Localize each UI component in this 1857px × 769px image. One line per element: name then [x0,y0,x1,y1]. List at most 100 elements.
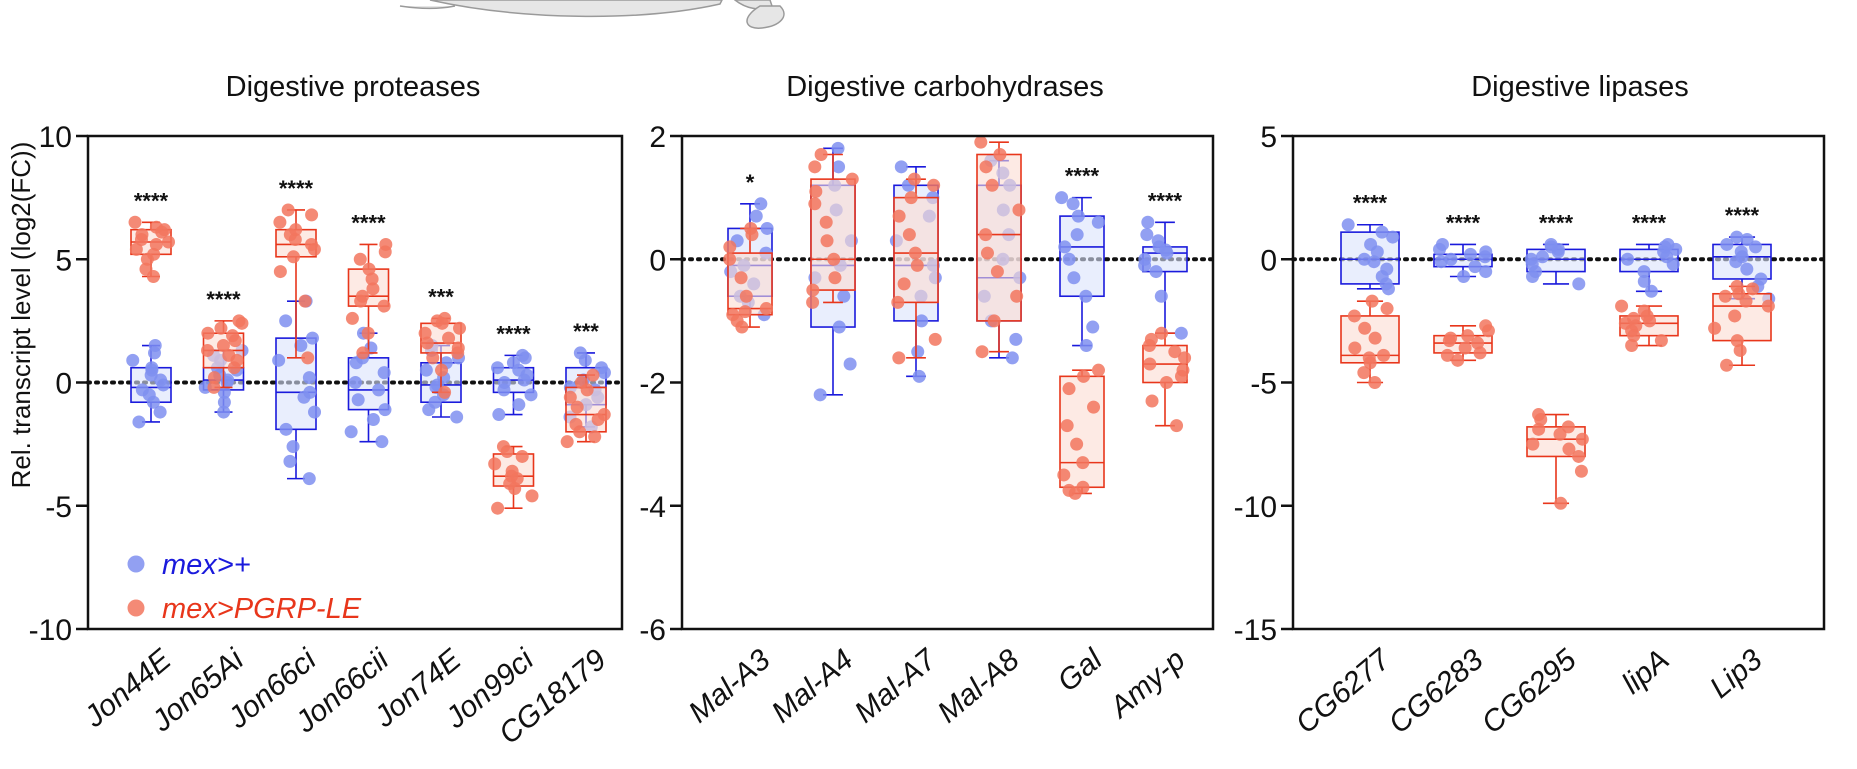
data-point-control [217,385,231,399]
data-point-treated [1458,341,1472,355]
box-treated [1708,279,1775,372]
data-point-treated [1377,348,1391,362]
y-tick-label: 0 [649,244,666,277]
data-point-treated [365,272,379,286]
significance-labels: *********************** *** [134,176,599,346]
box-treated [201,314,249,394]
data-point-control [1141,215,1155,229]
data-point-treated [201,343,215,357]
data-point-treated [570,400,584,414]
data-point-treated [1357,366,1371,380]
box-plots [723,135,1192,500]
data-point-treated [827,252,841,266]
data-point-treated [1532,408,1546,422]
data-point-control [843,357,857,371]
data-point-treated [1160,376,1174,389]
data-point-treated [1561,420,1575,434]
data-point-control [1071,209,1085,223]
panel-digestive-carbohydrases: Digestive carbohydrases -6-4-202 * ******… [639,71,1215,730]
data-point-control [1154,289,1168,303]
legend-swatch-control [127,555,145,573]
data-point-control [1434,255,1448,269]
data-point-control [516,348,530,362]
plot-frame [1291,134,1826,631]
category-Jon74E [418,311,467,424]
category-Lip3 [1708,230,1776,372]
data-point-control [506,356,520,370]
data-point-control [831,141,845,155]
data-point-treated [418,326,432,340]
box-control [1055,191,1105,353]
y-tick-label: 5 [1260,121,1277,154]
category-Amy-p [1138,215,1192,433]
data-point-control [1375,225,1389,239]
data-point-control [1364,237,1378,251]
y-tick-label: -6 [639,614,666,647]
data-point-treated [1368,376,1382,389]
data-point-control [911,345,925,359]
data-point-treated [356,346,370,360]
data-point-control [1079,289,1093,303]
data-point-control [915,314,929,328]
panel-title: Digestive proteases [226,71,481,103]
data-point-control [302,371,316,385]
legend-swatch-treated [127,599,145,617]
plot-frame [680,134,1215,631]
data-point-control [148,339,162,353]
data-point-treated [1077,369,1091,383]
significance-label: **** [1148,188,1183,213]
data-point-treated [563,390,577,404]
significance-label: **** [351,210,386,235]
data-point-treated [892,351,906,365]
data-point-treated [739,289,753,303]
data-point-control [348,376,362,389]
box-control [1432,237,1493,284]
data-point-control [749,209,763,223]
data-point-control [450,410,464,424]
y-tick-label: -5 [1250,368,1277,401]
data-point-control [813,388,827,402]
x-tick-label: Mal-A4 [765,643,859,729]
data-point-treated [1730,334,1744,348]
data-point-control [366,412,380,426]
data-point-control [573,346,587,360]
data-point-treated [759,302,773,316]
data-point-treated [586,368,600,382]
data-point-treated [809,184,823,198]
data-point-control [832,160,846,174]
data-point-treated [491,501,505,515]
data-point-treated [453,321,467,335]
data-point-control [1086,320,1100,334]
data-point-treated [806,295,820,309]
data-point-control [145,361,159,375]
x-tick-label: Mal-A3 [682,643,776,730]
box-treated [1057,363,1105,500]
data-point-treated [1733,343,1747,357]
data-point-control [1479,245,1493,259]
box-treated [560,368,611,449]
category-Jon44E [126,215,176,429]
data-point-treated [214,321,228,335]
y-tick-label: -5 [45,491,72,524]
data-point-control [378,403,392,417]
data-point-treated [1348,341,1362,355]
data-point-treated [377,299,391,313]
data-point-treated [305,208,319,222]
data-point-control [1468,260,1482,274]
data-point-control [132,415,146,429]
data-point-treated [908,246,922,260]
data-point-control [1380,262,1394,276]
data-point-control [1734,245,1748,259]
data-point-treated [980,246,994,260]
significance-label: **** [1065,164,1100,189]
significance-label: **** [206,287,241,312]
data-point-control [217,395,231,409]
data-point-control [1720,237,1734,251]
box-treated [128,215,176,284]
box-control [491,348,538,422]
data-point-treated [1176,363,1190,377]
data-point-control [594,361,608,375]
significance-label: **** [496,321,531,346]
legend: mex>+ mex>PGRP-LE [127,549,362,625]
